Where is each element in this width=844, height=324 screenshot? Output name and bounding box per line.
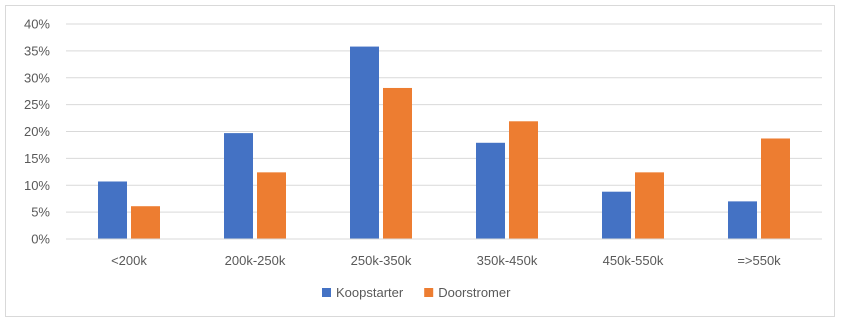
y-axis: 0% 5% 10% 15% 20% 25% 30% 35% 40% — [24, 17, 50, 247]
legend-label-doorstromer: Doorstromer — [438, 285, 511, 300]
y-tick-label: 15% — [24, 151, 50, 166]
legend-swatch-koopstarter — [322, 288, 331, 297]
bar-koopstarter-3 — [476, 142, 505, 239]
y-tick-label: 35% — [24, 43, 50, 58]
x-tick-label: =>550k — [737, 253, 781, 268]
bar-doorstromer-2 — [383, 87, 412, 240]
bars — [98, 46, 790, 240]
x-tick-label: 250k-350k — [351, 253, 412, 268]
bar-koopstarter-2 — [350, 46, 379, 240]
x-tick-label: 450k-550k — [603, 253, 664, 268]
bar-doorstromer-4 — [635, 172, 664, 239]
bar-koopstarter-1 — [224, 133, 253, 239]
bar-koopstarter-0 — [98, 181, 127, 239]
bar-doorstromer-0 — [131, 206, 160, 239]
bar-doorstromer-5 — [761, 138, 790, 239]
bar-koopstarter-5 — [728, 201, 757, 239]
legend-label-koopstarter: Koopstarter — [336, 285, 404, 300]
x-axis: <200k 200k-250k 250k-350k 350k-450k 450k-550… — [66, 238, 822, 268]
x-tick-label: <200k — [111, 253, 147, 268]
chart-frame — [5, 5, 835, 317]
bar-koopstarter-4 — [602, 191, 631, 239]
y-tick-label: 10% — [24, 178, 50, 193]
x-tick-label: 200k-250k — [225, 253, 286, 268]
y-tick-label: 40% — [24, 17, 50, 32]
y-tick-label: 20% — [24, 124, 50, 139]
bar-doorstromer-1 — [257, 172, 286, 239]
bar-doorstromer-3 — [509, 121, 538, 239]
legend-swatch-doorstromer — [424, 288, 434, 297]
gridlines — [66, 23, 822, 240]
x-tick-label: 350k-450k — [477, 253, 538, 268]
y-tick-label: 30% — [24, 70, 50, 85]
legend: Koopstarter Doorstromer — [322, 285, 511, 300]
y-tick-label: 25% — [24, 97, 50, 112]
y-tick-label: 5% — [31, 205, 50, 220]
y-tick-label: 0% — [31, 232, 50, 247]
